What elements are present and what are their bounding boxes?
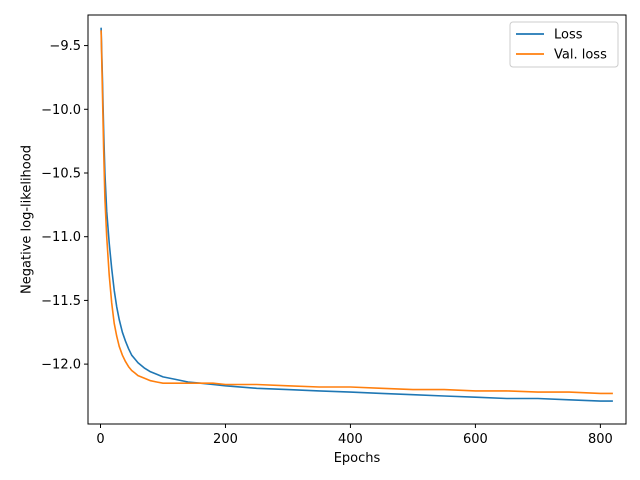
x-tick-label: 0 — [96, 432, 104, 447]
series-line-loss — [100, 27, 613, 402]
y-tick-label: −11.5 — [41, 294, 81, 309]
x-axis: 0 200 400 600 800 — [96, 424, 613, 447]
x-tick-label: 800 — [588, 432, 613, 447]
x-tick-label: 600 — [463, 432, 488, 447]
legend-label: Loss — [554, 28, 583, 43]
y-axis: −9.5 −10.0 −10.5 −11.0 −11.5 −12.0 — [41, 39, 88, 373]
y-tick-label: −11.0 — [41, 230, 81, 245]
x-tick-label: 200 — [213, 432, 238, 447]
series-line-val-loss — [100, 30, 613, 395]
plot-area — [87, 14, 627, 425]
series-layer — [100, 27, 613, 402]
legend-label: Val. loss — [554, 48, 607, 63]
y-axis-label: Negative log-likelihood — [20, 145, 35, 294]
y-tick-label: −10.5 — [41, 166, 81, 181]
legend: Loss Val. loss — [509, 21, 619, 68]
y-tick-label: −9.5 — [49, 39, 81, 54]
x-tick-label: 400 — [338, 432, 363, 447]
x-axis-label: Epochs — [334, 451, 381, 466]
y-tick-label: −12.0 — [41, 358, 81, 373]
plot-frame — [87, 14, 627, 425]
y-tick-label: −10.0 — [41, 103, 81, 118]
